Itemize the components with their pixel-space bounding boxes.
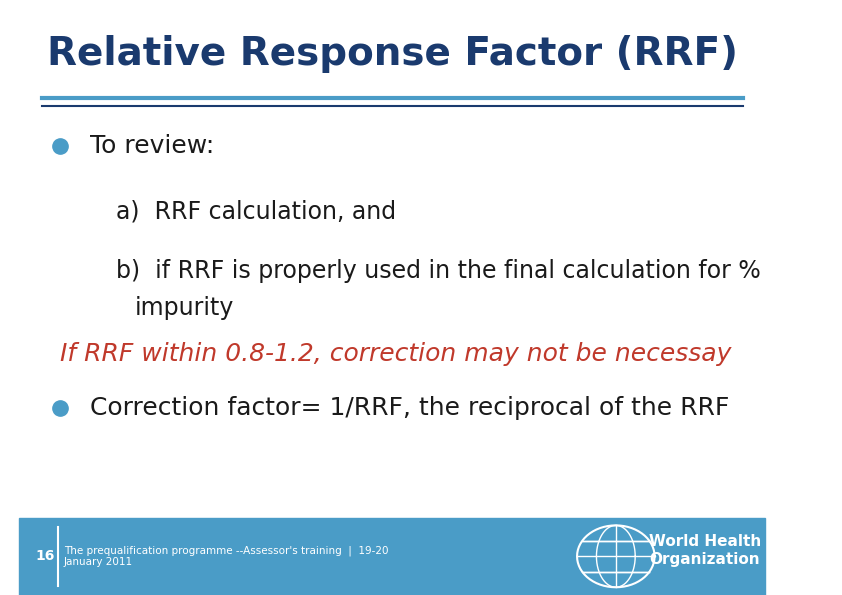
Text: The prequalification programme --Assessor's training  |  19-20
January 2011: The prequalification programme --Assesso… xyxy=(64,545,388,568)
Text: World Health
Organization: World Health Organization xyxy=(649,534,762,566)
Text: Relative Response Factor (RRF): Relative Response Factor (RRF) xyxy=(46,35,738,73)
Text: b)  if RRF is properly used in the final calculation for %: b) if RRF is properly used in the final … xyxy=(116,259,761,283)
Bar xyxy=(19,518,765,595)
Text: impurity: impurity xyxy=(135,296,234,320)
Text: To review:: To review: xyxy=(90,134,215,158)
Text: If RRF within 0.8-1.2, correction may not be necessay: If RRF within 0.8-1.2, correction may no… xyxy=(61,342,732,366)
Text: a)  RRF calculation, and: a) RRF calculation, and xyxy=(116,199,397,223)
Text: 16: 16 xyxy=(35,549,55,563)
Text: Correction factor= 1/RRF, the reciprocal of the RRF: Correction factor= 1/RRF, the reciprocal… xyxy=(90,396,729,419)
